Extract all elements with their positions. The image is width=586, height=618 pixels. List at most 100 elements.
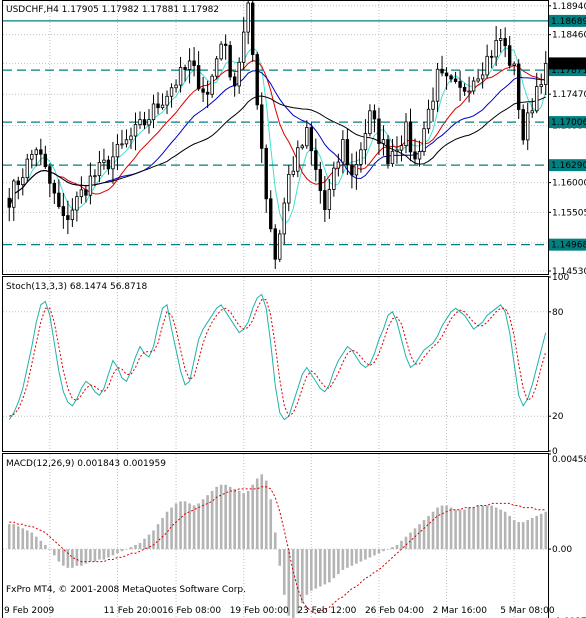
macd-histogram-bar: [323, 549, 327, 585]
candle-body: [52, 182, 57, 194]
macd-histogram-bar: [300, 549, 304, 604]
candle-body: [129, 135, 133, 141]
macd-histogram-bar: [30, 532, 34, 550]
candle-body: [350, 164, 354, 176]
candle-body: [408, 121, 413, 153]
macd-histogram-bar: [170, 507, 173, 550]
macd-histogram-bar: [129, 547, 133, 550]
candle-body: [142, 119, 147, 126]
ma-long-line: [8, 95, 546, 208]
candle-body: [449, 75, 453, 80]
candle-body: [390, 150, 395, 165]
candle-body: [269, 198, 273, 230]
macd-histogram-bar: [179, 501, 182, 550]
candle-body: [471, 80, 476, 92]
macd-histogram-bar: [332, 549, 336, 579]
candle-body: [539, 84, 543, 87]
candle-body: [61, 206, 66, 216]
candle-body: [165, 95, 169, 106]
macd-histogram-bar: [44, 544, 47, 550]
candle-body: [476, 78, 480, 82]
macd-histogram-bar: [404, 536, 408, 550]
price-tick-label: 1.17470: [552, 90, 586, 100]
candle-body: [327, 189, 332, 210]
stoch-signal-line: [9, 299, 547, 417]
stoch-tick-label: 0: [552, 447, 558, 457]
candle-body: [169, 87, 174, 97]
macd-histogram-bar: [490, 505, 493, 550]
macd-histogram-bar: [445, 505, 448, 550]
stoch-main-line: [8, 293, 547, 421]
macd-histogram-bar: [485, 505, 489, 550]
macd-histogram-bar: [246, 490, 250, 550]
macd-histogram-bar: [21, 528, 25, 550]
stoch-tick-label: 100: [552, 273, 569, 283]
macd-histogram-bar: [188, 503, 191, 550]
candle-body: [115, 143, 120, 158]
macd-histogram-bar: [494, 507, 498, 550]
macd-histogram-bar: [111, 549, 115, 556]
candle-body: [25, 158, 29, 179]
candle-body: [431, 100, 435, 110]
macd-histogram-bar: [337, 549, 340, 575]
candle-body: [178, 67, 183, 86]
price-tick-label: 1.15505: [552, 208, 586, 218]
macd-histogram-bar: [539, 513, 543, 550]
candle-body: [354, 164, 359, 176]
current-price-badge: [549, 57, 586, 70]
candle-body: [426, 108, 431, 130]
macd-histogram-bar: [427, 515, 430, 550]
candle-body: [210, 75, 214, 95]
macd-histogram-bar: [84, 549, 88, 564]
level-price-badge: [549, 238, 586, 251]
stoch-axis: 100 80 20 0: [548, 273, 569, 457]
candle-body: [214, 58, 219, 77]
macd-tick-label: 0.00: [552, 545, 572, 555]
candles: [7, 0, 548, 270]
macd-histogram-bar: [93, 549, 97, 562]
level-price-label: 1.18689: [551, 17, 586, 27]
ma-fast-line: [8, 46, 547, 226]
candle-body: [255, 54, 259, 106]
candle-body: [97, 162, 102, 177]
candle-body: [232, 76, 237, 87]
candle-body: [417, 151, 422, 160]
macd-histogram-bar: [526, 520, 530, 550]
macd-histogram-bar: [201, 499, 205, 550]
macd-header: MACD(12,26,9) 0.001843 0.001959: [6, 459, 166, 469]
macd-histogram-bar: [89, 549, 92, 562]
candle-body: [395, 149, 399, 152]
macd-histogram-bar: [287, 549, 291, 616]
macd-histogram-bar: [80, 549, 83, 566]
candle-body: [296, 147, 300, 172]
candle-body: [300, 145, 304, 149]
macd-histogram-bar: [431, 511, 435, 550]
candle-body: [84, 189, 88, 196]
macd-histogram-bar: [314, 549, 318, 589]
macd-histogram-bar: [305, 549, 309, 595]
price-tick-label: 1.16000: [552, 179, 586, 189]
price-tick-label: 1.14530: [552, 267, 586, 277]
candle-body: [485, 55, 489, 76]
macd-histogram-bar: [120, 549, 124, 552]
candle-body: [111, 156, 115, 170]
macd-histogram-bar: [16, 526, 20, 550]
candle-body: [147, 119, 151, 126]
candle-body: [151, 103, 156, 121]
macd-histogram-bar: [35, 536, 38, 550]
candle-body: [323, 190, 327, 210]
candle-body: [12, 180, 16, 208]
macd-histogram-bar: [183, 501, 187, 550]
time-tick-label: 5 Mar 08:00: [500, 606, 555, 616]
macd-histogram-bar: [39, 540, 43, 550]
stoch-header: Stoch(13,3,3) 68.1474 56.8718: [6, 282, 147, 292]
horizontal-levels[interactable]: [3, 20, 548, 246]
macd-histogram-bar: [98, 549, 101, 560]
level-price-label: 1.16290: [551, 161, 586, 171]
macd-histogram-bar: [481, 505, 484, 550]
macd-histogram-bar: [156, 524, 160, 550]
candle-body: [503, 38, 507, 47]
stoch-pane-frame: [2, 276, 549, 452]
candle-body: [251, 2, 255, 55]
